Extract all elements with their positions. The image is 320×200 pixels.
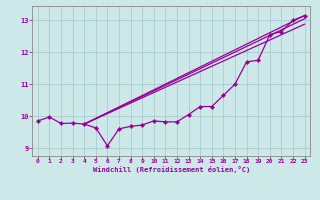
X-axis label: Windchill (Refroidissement éolien,°C): Windchill (Refroidissement éolien,°C) bbox=[92, 166, 250, 173]
